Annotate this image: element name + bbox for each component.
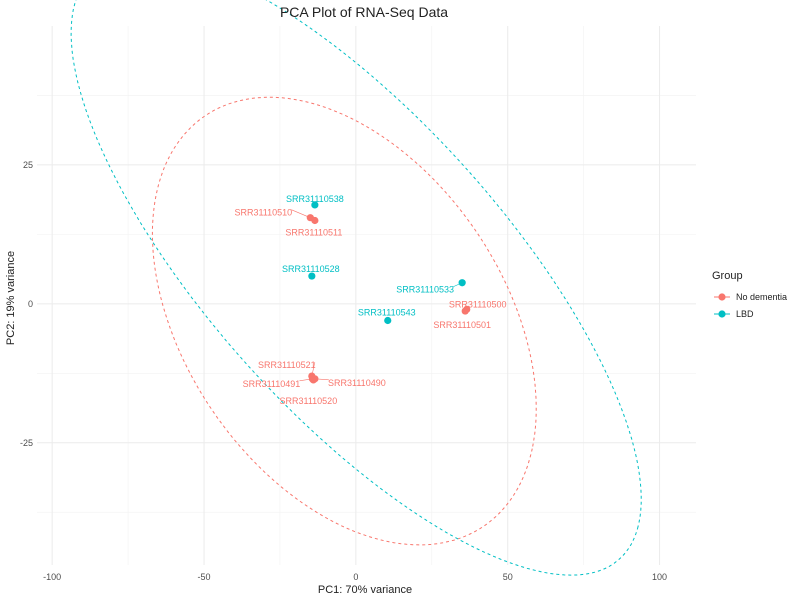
major-gridlines — [37, 26, 696, 565]
y-tick-label: -25 — [20, 438, 33, 448]
point-label: SRR31110501 — [433, 320, 491, 330]
x-tick-label: -100 — [43, 572, 61, 582]
label-connector — [299, 378, 313, 382]
point-label: SRR31110521 — [258, 360, 316, 370]
data-point — [311, 201, 319, 209]
point-label: SRR31110520 — [279, 396, 337, 406]
point-label: SRR31110490 — [328, 378, 386, 388]
legend-title: Group — [712, 270, 743, 282]
point-label: SRR31110511 — [285, 227, 342, 237]
point-label: SRR31110500 — [449, 299, 507, 309]
point-label: SRR31110491 — [243, 379, 301, 389]
x-tick-label: 100 — [652, 572, 667, 582]
minor-gridlines — [37, 26, 696, 565]
x-tick-label: -50 — [198, 572, 211, 582]
y-tick-label: 25 — [23, 160, 33, 170]
point-label: SRR31110538 — [286, 194, 344, 204]
legend-label-lbd: LBD — [736, 309, 754, 319]
label-connector — [291, 209, 311, 218]
point-label: SRR31110543 — [358, 308, 416, 318]
chart-title: PCA Plot of RNA-Seq Data — [280, 4, 448, 20]
label-connector — [314, 378, 329, 381]
confidence-ellipses — [70, 0, 642, 576]
ellipse-lbd — [70, 0, 642, 576]
x-tick-label: 0 — [353, 572, 358, 582]
legend-item-no-dementia: No dementia — [714, 292, 787, 302]
point-label: SRR31110528 — [282, 264, 340, 274]
point-label: SRR31110533 — [396, 285, 454, 295]
data-point — [308, 272, 316, 280]
legend-item-lbd: LBD — [714, 309, 754, 319]
data-points — [306, 201, 471, 384]
y-tick-label: 0 — [28, 299, 33, 309]
point-label: SRR31110510 — [234, 208, 292, 218]
x-axis-title: PC1: 70% variance — [318, 584, 412, 596]
label-connector — [311, 362, 316, 377]
data-point — [311, 216, 319, 225]
y-axis-title: PC2: 19% variance — [5, 251, 17, 345]
data-point — [384, 316, 392, 325]
axis-tick-labels: -100 -50 0 50 100 -25 0 25 — [20, 160, 667, 582]
point-labels: SRR31110510 SRR31110511 SRR31110500 SRR3111… — [234, 194, 506, 406]
ellipse-no-dementia — [151, 96, 537, 546]
legend-label-no-dementia: No dementia — [736, 292, 787, 302]
x-tick-label: 50 — [503, 572, 513, 582]
data-point — [309, 376, 317, 384]
legend: Group No dementia LBD — [712, 270, 787, 319]
legend-key-point-lbd — [718, 310, 726, 318]
data-point — [461, 307, 469, 315]
label-connector — [453, 282, 463, 287]
legend-key-point-no-dementia — [718, 293, 726, 301]
